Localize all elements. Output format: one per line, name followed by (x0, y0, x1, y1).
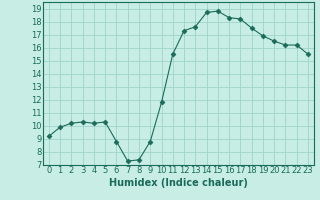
X-axis label: Humidex (Indice chaleur): Humidex (Indice chaleur) (109, 178, 248, 188)
